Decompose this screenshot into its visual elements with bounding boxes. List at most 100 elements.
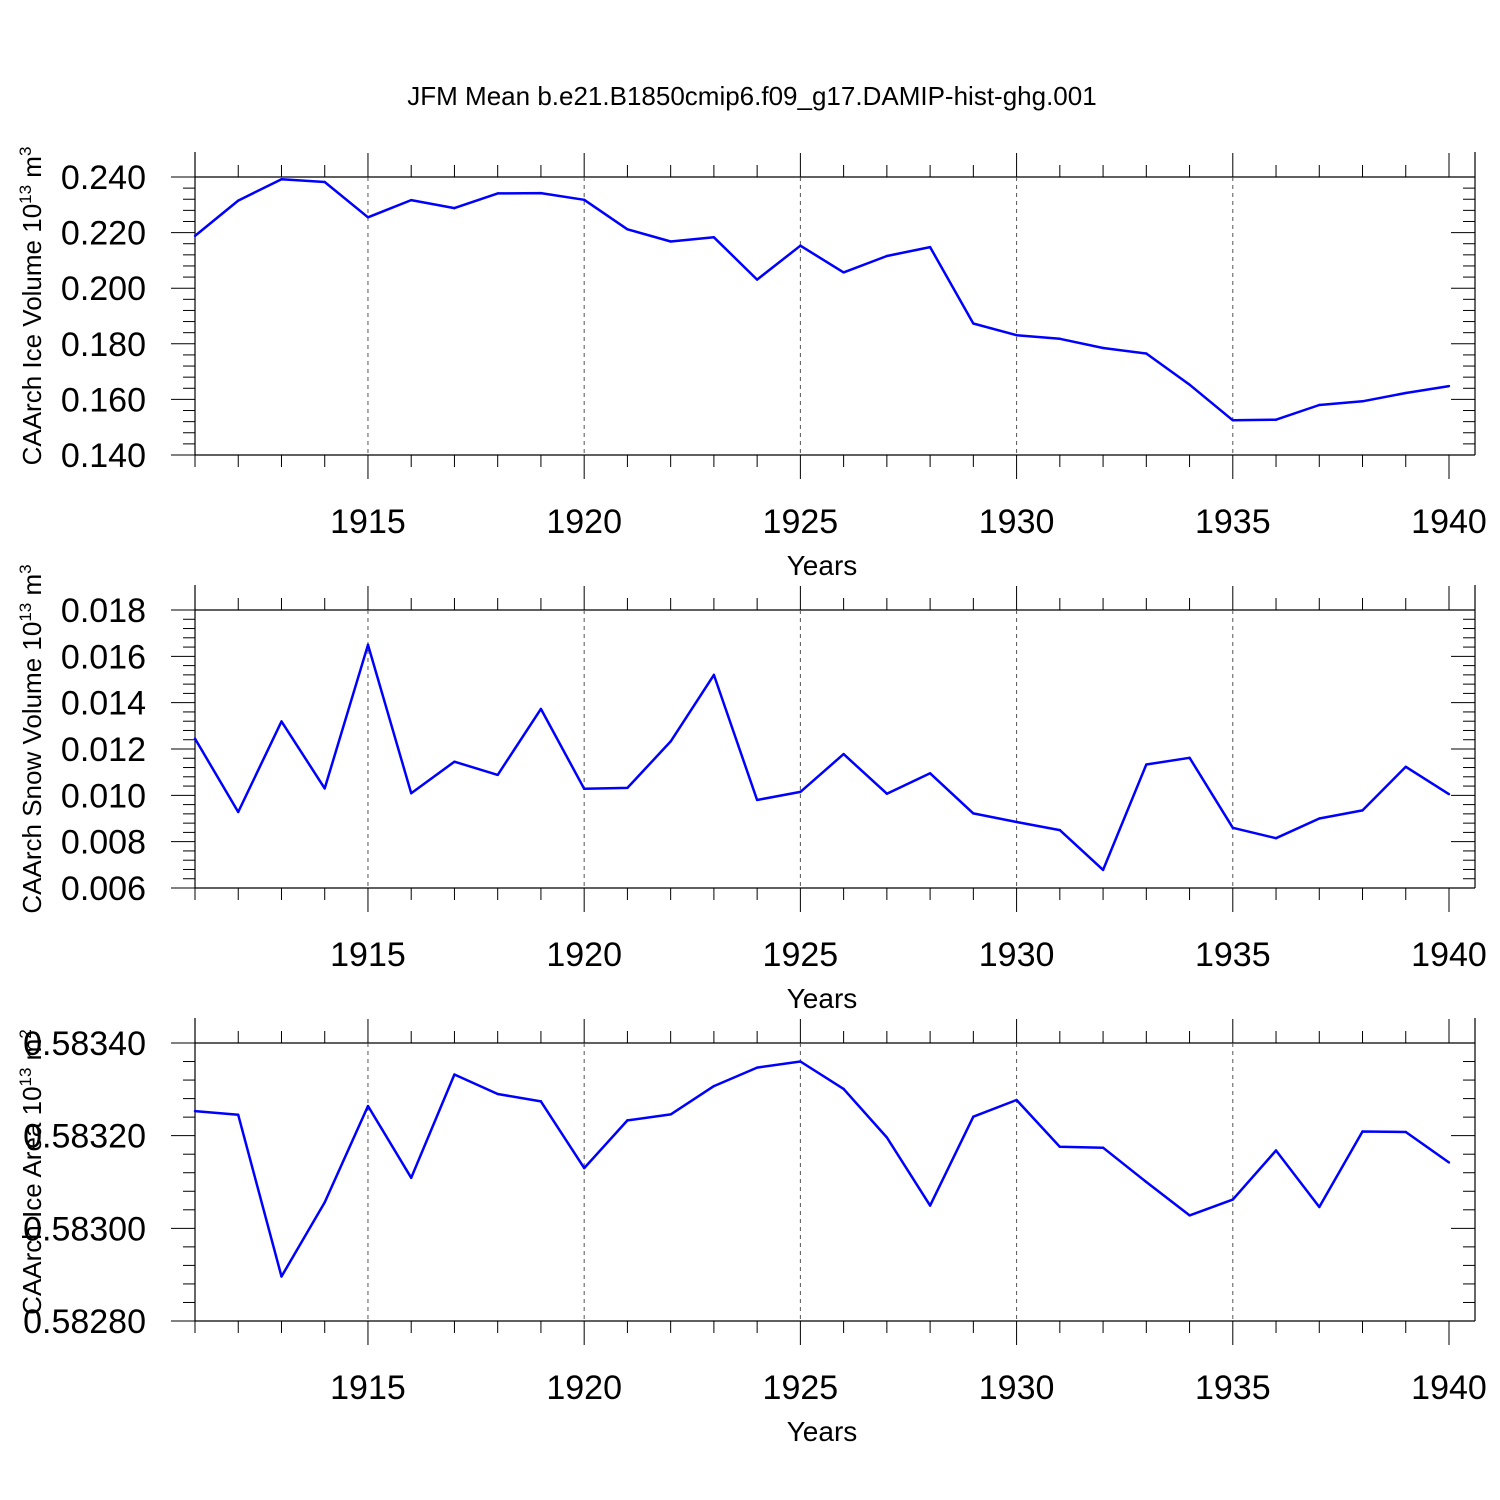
data-point — [1145, 352, 1148, 355]
data-point — [280, 720, 283, 723]
data-point — [712, 1084, 716, 1088]
data-point — [237, 199, 240, 202]
data-point — [366, 216, 370, 219]
data-point — [1101, 868, 1105, 872]
y-axis-label-unit: m — [17, 156, 47, 185]
data-point — [1404, 765, 1407, 769]
y-axis-label: CAArch Snow Volume 1013 m3 — [16, 564, 47, 913]
data-point — [1361, 1130, 1364, 1133]
y-tick-label: 0.006 — [61, 870, 146, 908]
y-tick-label: 0.018 — [61, 592, 146, 630]
data-point — [237, 810, 240, 814]
data-point — [366, 643, 370, 646]
y-tick-label: 0.58280 — [23, 1303, 146, 1341]
data-point — [1231, 826, 1234, 829]
y-tick-label: 0.240 — [61, 159, 146, 197]
data-point — [1058, 337, 1062, 340]
data-point — [453, 1073, 456, 1076]
y-tick-label: 0.014 — [61, 685, 146, 723]
x-tick-label: 1935 — [1195, 936, 1271, 974]
data-point — [237, 1113, 240, 1117]
x-tick-label: 1935 — [1195, 503, 1271, 541]
x-tick-label: 1915 — [330, 936, 406, 974]
x-tick-label: 1920 — [546, 503, 622, 541]
data-point — [1318, 817, 1321, 820]
x-tick-label: 1935 — [1195, 1369, 1271, 1407]
data-point — [799, 790, 802, 794]
data-point — [1231, 1198, 1234, 1201]
x-tick-label: 1940 — [1411, 503, 1487, 541]
data-point — [928, 1204, 932, 1207]
y-tick-label: 0.008 — [61, 824, 146, 862]
data-point — [1404, 1130, 1407, 1134]
chart-panel-2: 0.006 0.008 0.010 0.012 0.014 0.016 0.018 1915 1… — [16, 564, 1487, 1014]
series-line-1 — [194, 1060, 1450, 1278]
data-point — [1015, 820, 1018, 824]
data-point — [1361, 809, 1364, 812]
data-point — [1015, 1098, 1018, 1102]
y-tick-label: 0.012 — [61, 731, 146, 769]
y-tick-label: 0.010 — [61, 777, 146, 815]
chart-panel-3: 0.58280 0.58300 0.58320 0.58340 1915 1920 1925… — [16, 1018, 1487, 1447]
figure-title: JFM Mean b.e21.B1850cmip6.f09_g17.DAMIP-… — [407, 81, 1096, 111]
x-tick-label: 1925 — [763, 1369, 839, 1407]
data-point — [712, 673, 716, 677]
data-point — [669, 1113, 672, 1116]
data-point — [972, 1115, 975, 1118]
data-point — [885, 254, 889, 258]
data-point — [1447, 384, 1451, 388]
data-point — [626, 786, 629, 790]
data-point — [1274, 1149, 1278, 1152]
y-axis-label-main: CAArch Snow Volume 10 — [17, 622, 47, 914]
data-point — [582, 1166, 586, 1170]
y-tick-label: 0.016 — [61, 638, 146, 676]
y-axis-label-exponent: 13 — [16, 185, 35, 204]
x-tick-label: 1930 — [979, 1369, 1055, 1407]
data-point — [1145, 763, 1148, 766]
y-tick-label: 0.58340 — [23, 1025, 146, 1063]
data-point — [453, 206, 456, 210]
y-axis-label-main: CAArch Ice Area 10 — [17, 1086, 47, 1314]
x-tick-label: 1940 — [1411, 936, 1487, 974]
data-point — [1404, 391, 1407, 395]
data-point — [972, 322, 975, 325]
y-tick-label: 0.220 — [61, 215, 146, 253]
data-point — [799, 1060, 802, 1063]
data-point — [1058, 1145, 1062, 1148]
series-line-1 — [193, 643, 1450, 872]
data-point — [1361, 400, 1364, 403]
y-tick-label: 0.180 — [61, 326, 146, 364]
data-point — [280, 1275, 283, 1278]
y-axis-label-unit-exponent: 3 — [16, 147, 35, 156]
data-point — [193, 1109, 197, 1113]
data-point — [1447, 1161, 1451, 1164]
data-point — [972, 812, 975, 815]
chart-panel-1: 0.140 0.160 0.180 0.200 0.220 0.240 1915 1920 19… — [16, 147, 1487, 581]
x-tick-label: 1920 — [546, 936, 622, 974]
data-point — [755, 1066, 759, 1069]
data-point — [539, 707, 543, 711]
data-point — [1274, 836, 1278, 840]
y-tick-label: 0.58320 — [23, 1118, 146, 1156]
data-point — [1188, 383, 1191, 386]
data-point — [626, 1119, 629, 1122]
data-point — [496, 1092, 499, 1096]
data-point — [496, 192, 499, 195]
data-point — [323, 180, 326, 184]
x-tick-label: 1915 — [330, 1369, 406, 1407]
y-tick-label: 0.140 — [61, 437, 146, 475]
y-axis-label-exponent: 13 — [16, 603, 35, 622]
data-point — [453, 760, 456, 763]
y-axis-label: CAArch Ice Area 1013 m2 — [16, 1029, 47, 1315]
data-point — [928, 245, 932, 249]
data-point — [193, 234, 197, 238]
data-point — [755, 278, 759, 281]
data-point — [669, 240, 672, 243]
y-tick-label: 0.160 — [61, 381, 146, 419]
data-point — [842, 752, 845, 756]
data-point — [1145, 1180, 1148, 1184]
data-point — [626, 228, 629, 231]
data-point — [842, 271, 845, 274]
data-point — [1231, 419, 1234, 422]
